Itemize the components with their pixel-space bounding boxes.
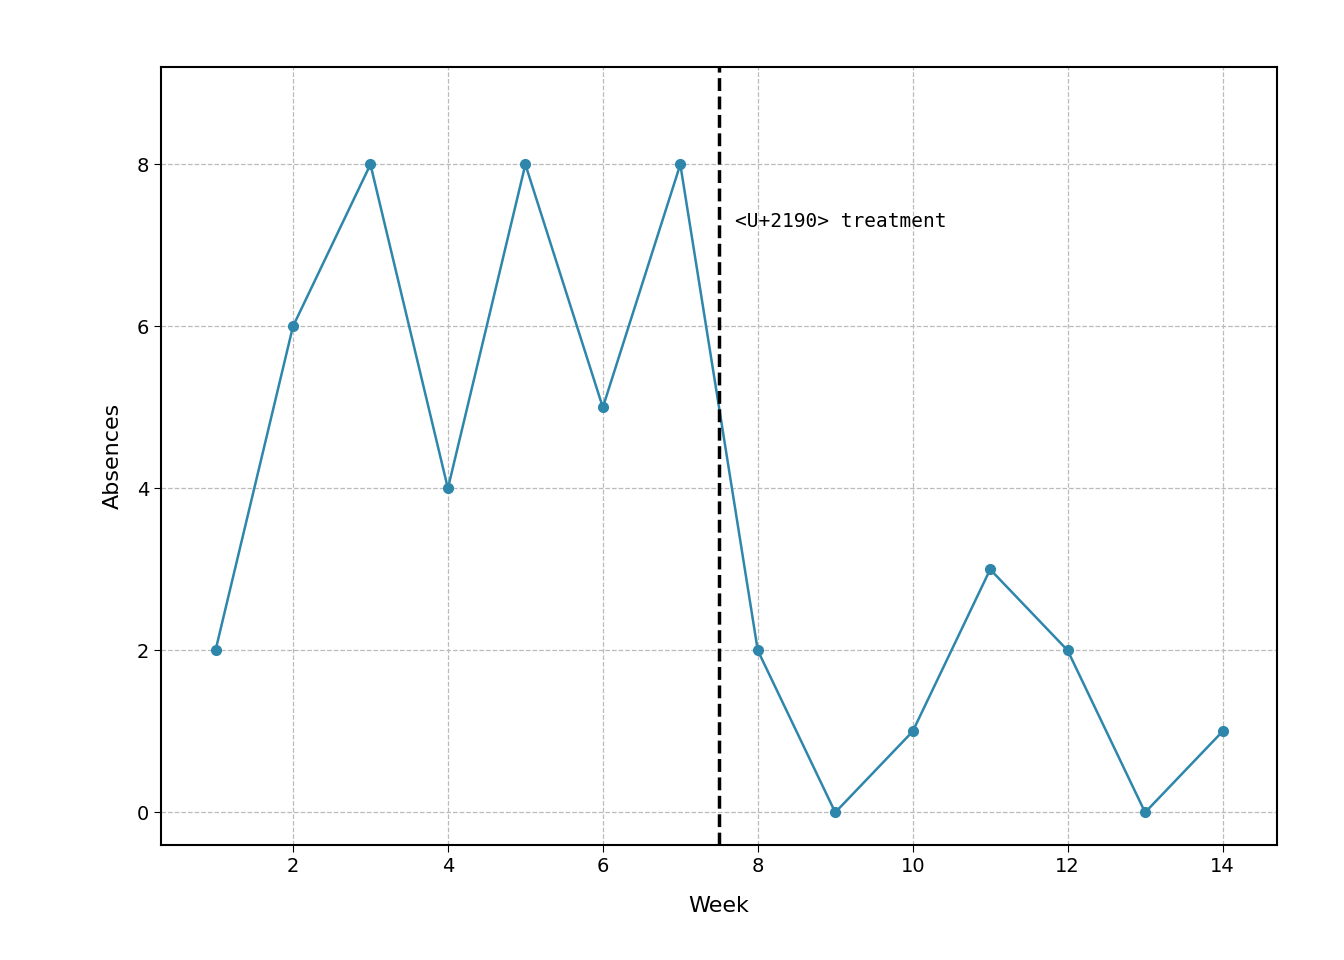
Y-axis label: Absences: Absences bbox=[103, 403, 124, 509]
X-axis label: Week: Week bbox=[688, 897, 750, 917]
Text: <U+2190> treatment: <U+2190> treatment bbox=[735, 211, 946, 230]
